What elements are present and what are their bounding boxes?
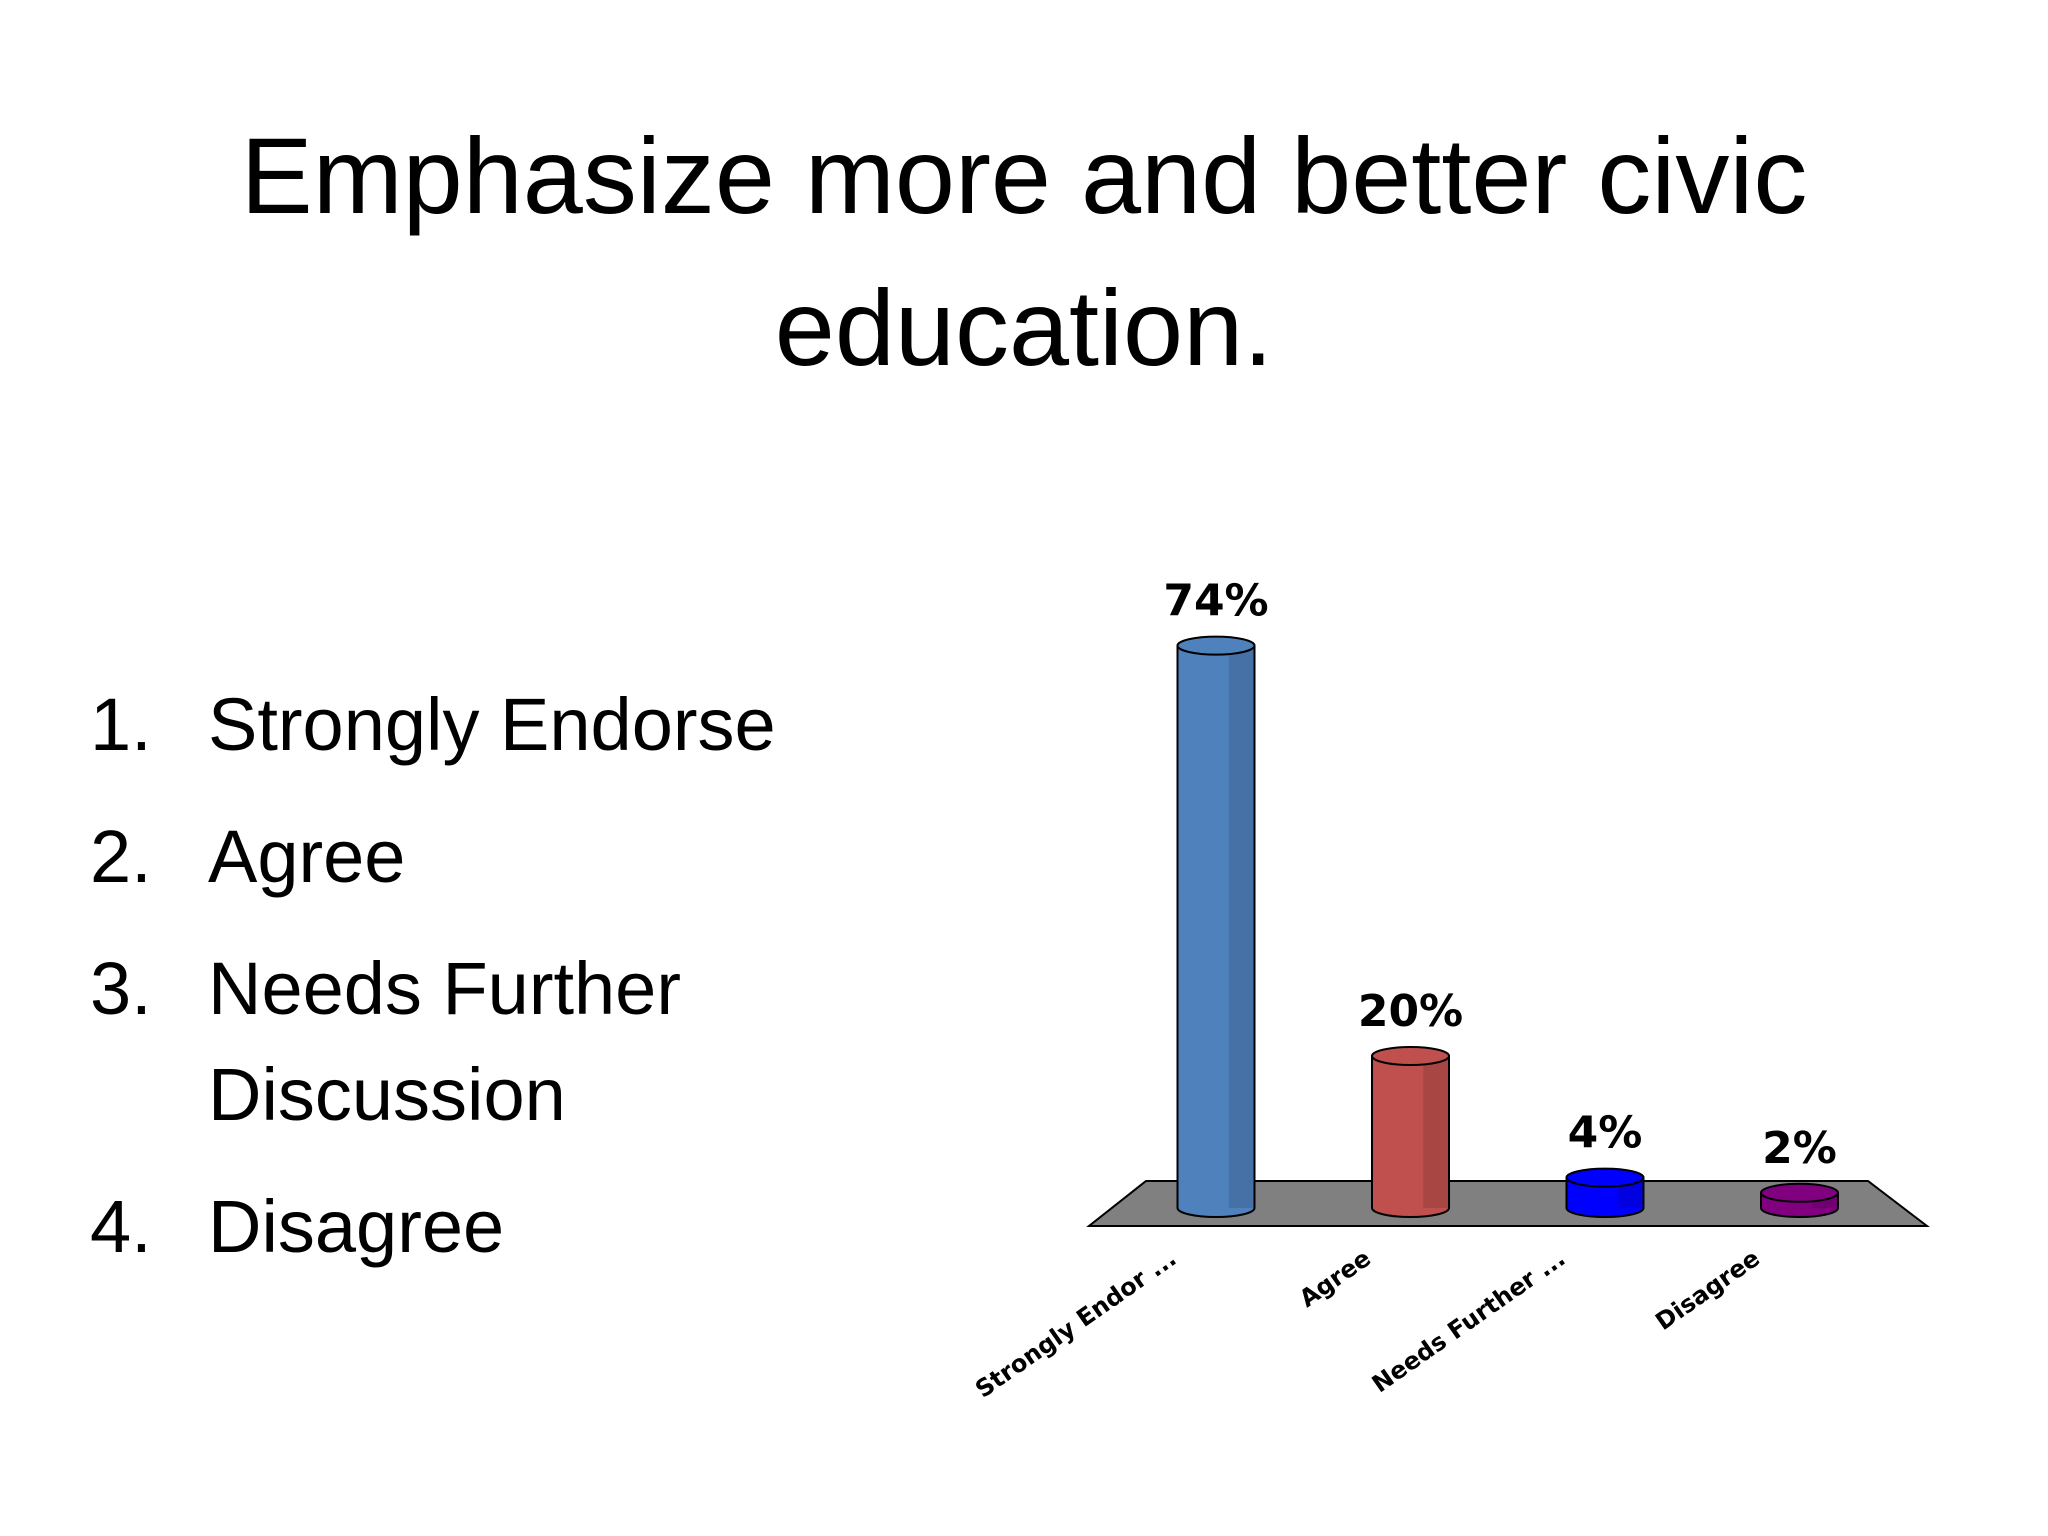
option-text: Disagree [208, 1185, 505, 1268]
option-number: 3. [90, 947, 152, 1030]
bar [1565, 1167, 1645, 1218]
option-item: 1. Strongly Endorse [90, 672, 850, 778]
x-tick-label: Needs Further ... [1367, 1244, 1571, 1398]
option-number: 2. [90, 815, 152, 898]
option-item: 3. Needs Further Discussion [90, 936, 850, 1148]
option-item: 2. Agree [90, 804, 850, 910]
value-label: 4% [1568, 1108, 1643, 1159]
bar-top [1371, 1046, 1450, 1066]
bar-body [1176, 644, 1256, 1218]
bar [1760, 1182, 1839, 1218]
x-tick-label: Disagree [1650, 1244, 1765, 1336]
value-label: 74% [1163, 576, 1268, 627]
bar-shade [1423, 1056, 1449, 1208]
bar-body [1371, 1055, 1450, 1218]
option-text: Agree [208, 815, 406, 898]
slide-title: Emphasize more and better civic educatio… [240, 115, 1808, 388]
value-label: 20% [1358, 986, 1463, 1037]
bar [1176, 635, 1256, 1218]
option-item: 4. Disagree [90, 1174, 850, 1280]
value-label: 2% [1762, 1123, 1837, 1174]
bar-shade [1228, 645, 1255, 1208]
bar-body [1565, 1176, 1645, 1218]
bar-top [1760, 1182, 1839, 1203]
option-number: 4. [90, 1185, 152, 1268]
option-list: 1. Strongly Endorse 2. Agree 3. Needs Further… [90, 672, 850, 1306]
bar-top [1176, 635, 1256, 656]
option-number: 1. [90, 683, 152, 766]
x-tick-label: Strongly Endor ... [970, 1244, 1181, 1404]
option-text: Needs Further Discussion [208, 947, 681, 1136]
x-tick-label: Agree [1294, 1244, 1376, 1313]
bar [1371, 1046, 1450, 1218]
bar-top [1565, 1167, 1645, 1188]
option-text: Strongly Endorse [208, 683, 776, 766]
